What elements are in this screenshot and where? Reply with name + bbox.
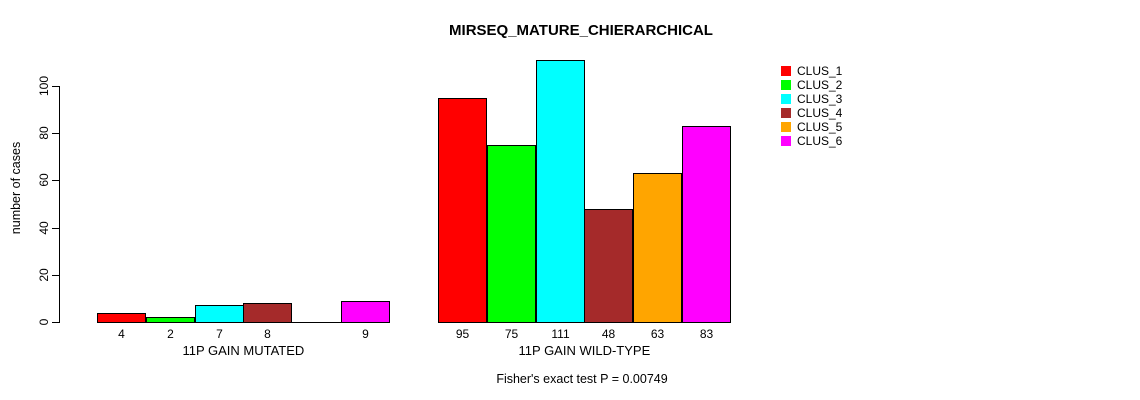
annotation-text: Fisher's exact test P = 0.00749 [496, 372, 668, 386]
y-tick-mark [52, 227, 59, 229]
bar-value-label: 4 [118, 327, 125, 341]
bar-clus_4 [584, 209, 633, 323]
legend-label: CLUS_3 [797, 92, 843, 106]
bar-clus_3 [195, 305, 244, 323]
legend-label: CLUS_6 [797, 134, 843, 148]
y-tick-label: 40 [37, 220, 51, 235]
group-label: 11P GAIN MUTATED [182, 343, 305, 358]
y-tick-label: 20 [37, 268, 51, 282]
y-tick-mark [52, 322, 59, 323]
bar-value-label: 75 [504, 327, 519, 341]
bar-clus_4 [243, 303, 292, 323]
bar-value-label: 2 [167, 327, 174, 341]
y-tick-mark [52, 86, 59, 87]
legend-swatch [781, 80, 791, 90]
legend-item: CLUS_4 [781, 106, 842, 120]
legend-label: CLUS_2 [797, 78, 843, 92]
y-tick-mark [52, 133, 59, 135]
y-tick-mark [52, 180, 59, 182]
y-tick-label: 100 [37, 75, 51, 97]
y-tick-label: 0 [37, 318, 51, 326]
y-tick-label: 80 [37, 126, 51, 140]
legend-item: CLUS_3 [781, 92, 842, 106]
bar-value-label: 83 [699, 327, 714, 341]
chart-title: MIRSEQ_MATURE_CHIERARCHICAL [449, 22, 713, 39]
bar-value-label: 111 [551, 327, 570, 341]
bar-clus_1 [97, 313, 146, 323]
bar-value-label: 95 [455, 327, 470, 341]
y-tick-mark [52, 274, 59, 276]
legend-item: CLUS_1 [781, 64, 842, 78]
bar-value-label: 48 [601, 327, 616, 341]
legend-item: CLUS_5 [781, 120, 842, 134]
legend-swatch [781, 66, 791, 76]
bar-clus_3 [536, 60, 585, 323]
legend-item: CLUS_2 [781, 78, 842, 92]
bar-clus_6 [682, 126, 731, 323]
bar-value-label: 7 [216, 327, 223, 341]
bar-clus_1 [438, 98, 487, 323]
legend-item: CLUS_6 [781, 134, 842, 148]
bar-clus_5-zero [292, 322, 341, 323]
bar-value-label: 8 [264, 327, 271, 341]
bar-clus_5 [633, 173, 682, 323]
bar-clus_2 [146, 317, 195, 323]
legend-swatch [781, 136, 791, 146]
legend-swatch [781, 122, 791, 132]
bar-clus_6 [341, 301, 390, 323]
bar-value-label: 9 [362, 327, 369, 341]
y-axis-line [59, 86, 60, 323]
legend-label: CLUS_5 [797, 120, 843, 134]
bar-clus_2 [487, 145, 536, 323]
legend-swatch [781, 94, 791, 104]
y-tick-label: 60 [37, 173, 51, 188]
legend-swatch [781, 108, 791, 118]
group-label: 11P GAIN WILD-TYPE [518, 343, 651, 358]
legend-label: CLUS_4 [797, 106, 843, 120]
legend: CLUS_1 CLUS_2 CLUS_3 CLUS_4 CLUS_5 CLUS_6 [781, 64, 842, 148]
bar-value-label: 63 [650, 327, 665, 341]
y-axis-label: number of cases [9, 141, 23, 235]
legend-label: CLUS_1 [797, 64, 843, 78]
